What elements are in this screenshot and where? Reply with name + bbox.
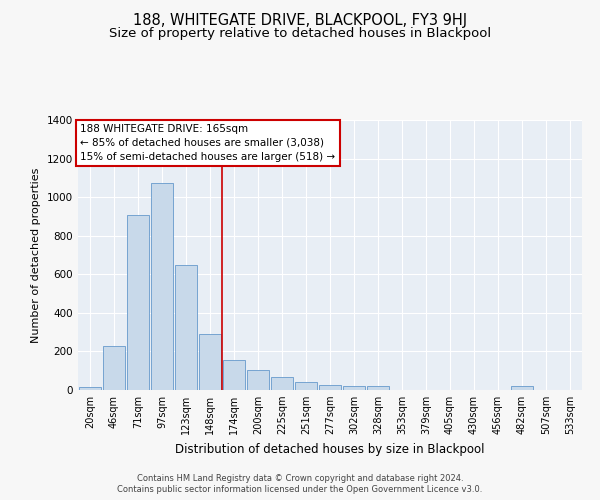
Text: 188 WHITEGATE DRIVE: 165sqm
← 85% of detached houses are smaller (3,038)
15% of : 188 WHITEGATE DRIVE: 165sqm ← 85% of det… bbox=[80, 124, 335, 162]
Bar bbox=[223, 360, 245, 390]
Bar bbox=[175, 264, 197, 390]
Bar bbox=[199, 334, 221, 390]
Bar bbox=[271, 376, 293, 390]
Text: 188, WHITEGATE DRIVE, BLACKPOOL, FY3 9HJ: 188, WHITEGATE DRIVE, BLACKPOOL, FY3 9HJ bbox=[133, 12, 467, 28]
Bar bbox=[127, 214, 149, 390]
Bar bbox=[343, 386, 365, 390]
Bar bbox=[247, 370, 269, 390]
Bar bbox=[319, 385, 341, 390]
Text: Contains public sector information licensed under the Open Government Licence v3: Contains public sector information licen… bbox=[118, 485, 482, 494]
Bar bbox=[79, 387, 101, 390]
X-axis label: Distribution of detached houses by size in Blackpool: Distribution of detached houses by size … bbox=[175, 442, 485, 456]
Text: Size of property relative to detached houses in Blackpool: Size of property relative to detached ho… bbox=[109, 28, 491, 40]
Bar bbox=[367, 386, 389, 390]
Y-axis label: Number of detached properties: Number of detached properties bbox=[31, 168, 41, 342]
Bar bbox=[151, 182, 173, 390]
Bar bbox=[511, 386, 533, 390]
Text: Contains HM Land Registry data © Crown copyright and database right 2024.: Contains HM Land Registry data © Crown c… bbox=[137, 474, 463, 483]
Bar bbox=[103, 346, 125, 390]
Bar bbox=[295, 382, 317, 390]
